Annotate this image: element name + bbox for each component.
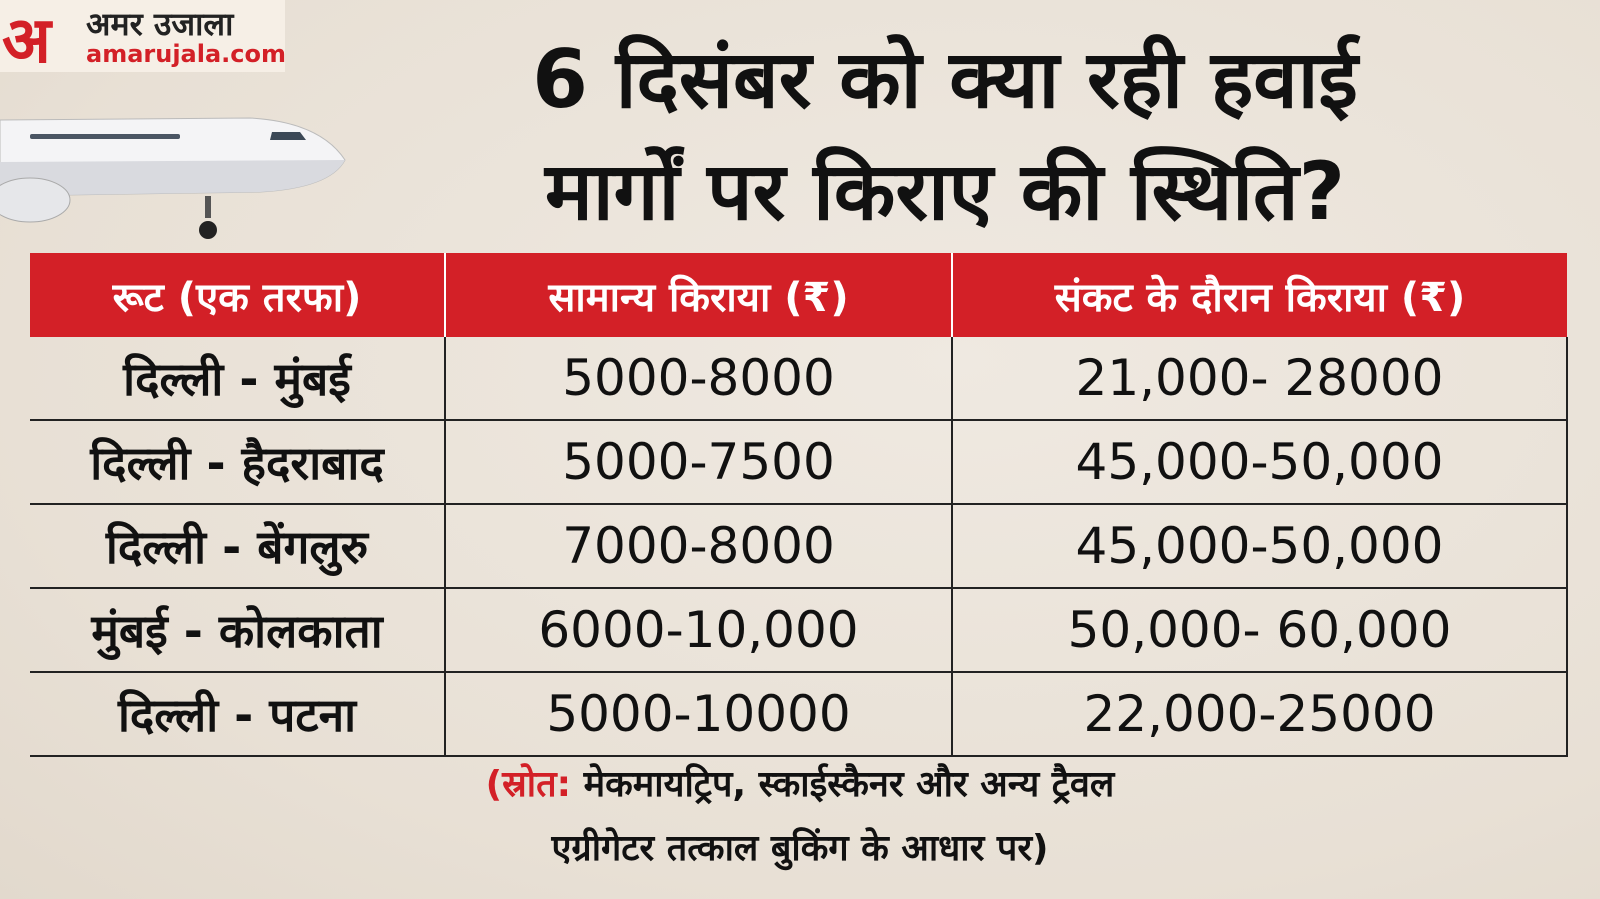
table-cell: 5000-10000 — [444, 672, 953, 757]
table-cell: 6000-10,000 — [444, 588, 953, 673]
table-cell: 50,000- 60,000 — [951, 588, 1568, 673]
table-row: मुंबई - कोलकाता 6000-10,000 50,000- 60,000 — [30, 588, 1568, 673]
header-cell: रूट (एक तरफा) — [30, 253, 445, 337]
logo-site: amarujala.com — [86, 40, 287, 68]
source-line: एग्रीगेटर तत्काल बुकिंग के आधार पर) — [551, 828, 1049, 869]
table-row: दिल्ली - मुंबई 5000-8000 21,000- 28000 — [30, 337, 1568, 421]
title-line: मार्गों पर किराए की स्थिति? — [545, 145, 1345, 238]
header-row: रूट (एक तरफा) सामान्य किराया (₹) संकट के द… — [30, 253, 1567, 337]
table-cell: दिल्ली - मुंबई — [30, 337, 446, 421]
header-cell: संकट के दौरान किराया (₹) — [951, 253, 1567, 337]
table-cell: 45,000-50,000 — [951, 420, 1568, 505]
logo-mark: अ — [2, 4, 51, 78]
source-line: (स्रोत: मेकमायट्रिप, स्काईस्कैनर और अन्य… — [300, 758, 1300, 807]
table-row: दिल्ली - बेंगलुरु 7000-8000 45,000-50,000 — [30, 504, 1568, 589]
table-cell: 7000-8000 — [444, 504, 953, 589]
airplane — [0, 117, 346, 239]
source-text: मेकमायट्रिप, स्काईस्कैनर और अन्य ट्रैवल — [583, 764, 1115, 805]
table-row: दिल्ली - हैदराबाद 5000-7500 45,000-50,000 — [30, 420, 1568, 505]
logo: अ अमर उजाला amarujala.com — [0, 0, 287, 78]
source-prefix: (स्रोत: — [485, 764, 572, 805]
table-cell: 22,000-25000 — [951, 672, 1568, 757]
logo-name: अमर उजाला — [86, 5, 234, 43]
table-cell: 5000-7500 — [444, 420, 953, 505]
table-cell: 45,000-50,000 — [951, 504, 1568, 589]
header-cell: सामान्य किराया (₹) — [444, 253, 952, 337]
table-cell: दिल्ली - पटना — [30, 672, 446, 757]
title-line: 6 दिसंबर को क्या रही हवाई — [532, 33, 1358, 126]
table-cell: 21,000- 28000 — [951, 337, 1568, 421]
table-cell: मुंबई - कोलकाता — [30, 588, 446, 673]
table-cell: दिल्ली - हैदराबाद — [30, 420, 446, 505]
table-row: दिल्ली - पटना 5000-10000 22,000-25000 — [30, 672, 1568, 757]
table-cell: दिल्ली - बेंगलुरु — [30, 504, 446, 589]
table-cell: 5000-8000 — [444, 337, 953, 421]
fare-table: रूट (एक तरफा) सामान्य किराया (₹) संकट के द… — [30, 253, 1568, 757]
